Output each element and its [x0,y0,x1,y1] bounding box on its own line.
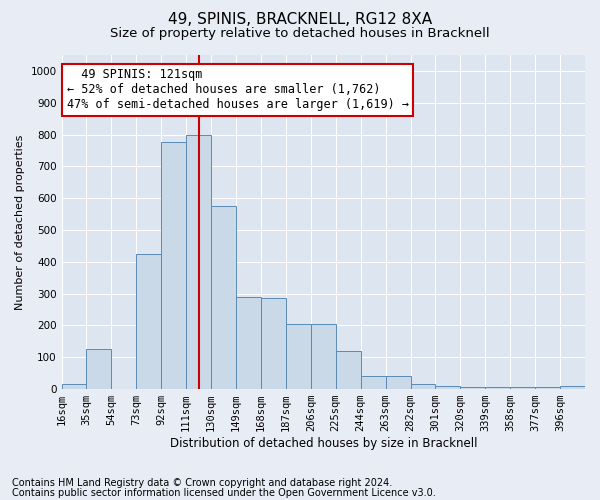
Text: Contains public sector information licensed under the Open Government Licence v3: Contains public sector information licen… [12,488,436,498]
Bar [485,388,510,389]
Bar [510,388,535,389]
Bar [436,386,460,389]
Bar [62,384,86,389]
Bar [186,134,211,389]
Bar [311,324,336,389]
X-axis label: Distribution of detached houses by size in Bracknell: Distribution of detached houses by size … [170,437,477,450]
Bar [236,297,261,389]
Bar [386,376,410,389]
Bar [460,388,485,389]
Bar [286,324,311,389]
Bar [361,376,386,389]
Bar [336,351,361,389]
Y-axis label: Number of detached properties: Number of detached properties [15,134,25,310]
Bar [136,254,161,389]
Bar [161,142,186,389]
Text: Size of property relative to detached houses in Bracknell: Size of property relative to detached ho… [110,28,490,40]
Bar [410,384,436,389]
Bar [211,206,236,389]
Bar [86,350,112,389]
Text: Contains HM Land Registry data © Crown copyright and database right 2024.: Contains HM Land Registry data © Crown c… [12,478,392,488]
Bar [535,388,560,389]
Bar [261,298,286,389]
Bar [560,386,585,389]
Text: 49 SPINIS: 121sqm
← 52% of detached houses are smaller (1,762)
47% of semi-detac: 49 SPINIS: 121sqm ← 52% of detached hous… [67,68,409,112]
Text: 49, SPINIS, BRACKNELL, RG12 8XA: 49, SPINIS, BRACKNELL, RG12 8XA [168,12,432,28]
